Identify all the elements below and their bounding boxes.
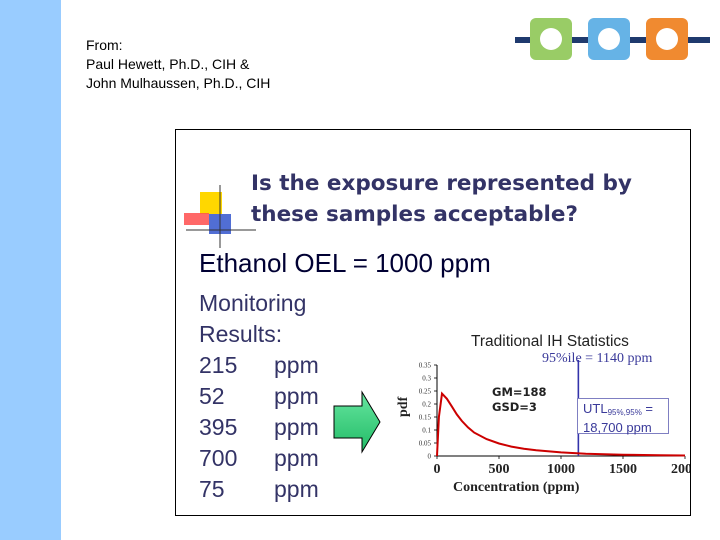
result-unit: ppm [274, 414, 319, 440]
result-unit: ppm [274, 383, 319, 409]
pdf-series-line [436, 391, 686, 457]
y-tick-label: 0.15 [419, 414, 432, 422]
gm-label: GM=188 [492, 385, 547, 399]
x-tick-label: 1000 [547, 462, 575, 477]
monitoring-heading-1: Monitoring [199, 290, 307, 316]
y-tick-label: 0.2 [422, 401, 431, 409]
oel-statement: Ethanol OEL = 1000 ppm [199, 248, 491, 278]
x-tick-label: 1500 [609, 462, 637, 477]
utl-subscript: 95%,95% [607, 408, 642, 417]
y-tick-label: 0.35 [419, 362, 432, 370]
result-value: 75 [199, 476, 225, 502]
x-tick-label: 500 [489, 462, 510, 477]
utl-label: UTL [583, 401, 608, 416]
gm-gsd-label: GM=188 GSD=3 [492, 385, 547, 415]
credits-line-1: From: [86, 37, 123, 53]
result-value: 215 [199, 352, 238, 378]
gsd-label: GSD=3 [492, 400, 537, 414]
right-arrow-icon [333, 390, 381, 454]
percentile-annotation: 95%ile = 1140 ppm [542, 351, 653, 366]
x-axis-label: Concentration (ppm) [453, 480, 580, 495]
utl-box: UTL95%,95% = 18,700 ppm [577, 398, 669, 435]
x-tick-label: 0 [434, 462, 441, 477]
utl-equals: = [641, 401, 654, 416]
slide-image: Is the exposure represented by these sam… [175, 129, 691, 516]
result-unit: ppm [274, 445, 319, 471]
monitoring-results: Monitoring Results: 215 ppm 52 ppm 395 ppm … [199, 288, 319, 505]
question-line-2: these samples acceptable? [251, 202, 578, 227]
result-row: 75 ppm [199, 474, 319, 505]
x-tick-label: 2000 [671, 462, 690, 477]
left-accent-bar [0, 0, 61, 540]
y-tick-label: 0 [428, 453, 432, 461]
result-row: 52 ppm [199, 381, 319, 412]
y-tick-label: 0.05 [419, 440, 432, 448]
result-unit: ppm [274, 476, 319, 502]
monitoring-heading-2: Results: [199, 321, 283, 347]
result-row: 215 ppm [199, 350, 319, 381]
question-line-1: Is the exposure represented by [251, 171, 632, 196]
result-row: 700 ppm [199, 443, 319, 474]
credits-line-2: Paul Hewett, Ph.D., CIH & [86, 56, 250, 72]
y-tick-label: 0.1 [422, 427, 431, 435]
chart-title: Traditional IH Statistics [471, 333, 629, 350]
result-row: 395 ppm [199, 412, 319, 443]
y-tick-label: 0.3 [422, 375, 431, 383]
decorative-squares-icon [184, 185, 256, 248]
credits: From: Paul Hewett, Ph.D., CIH & John Mul… [86, 36, 270, 93]
y-tick-label: 0.25 [419, 388, 432, 396]
y-axis-label: pdf [396, 396, 411, 417]
result-unit: ppm [274, 352, 319, 378]
logo-icon [515, 18, 710, 60]
utl-value: 18,700 ppm [583, 420, 652, 435]
result-value: 700 [199, 445, 238, 471]
credits-line-3: John Mulhaussen, Ph.D., CIH [86, 75, 271, 91]
result-value: 52 [199, 383, 225, 409]
slide-question: Is the exposure represented by these sam… [251, 168, 681, 230]
result-value: 395 [199, 414, 238, 440]
